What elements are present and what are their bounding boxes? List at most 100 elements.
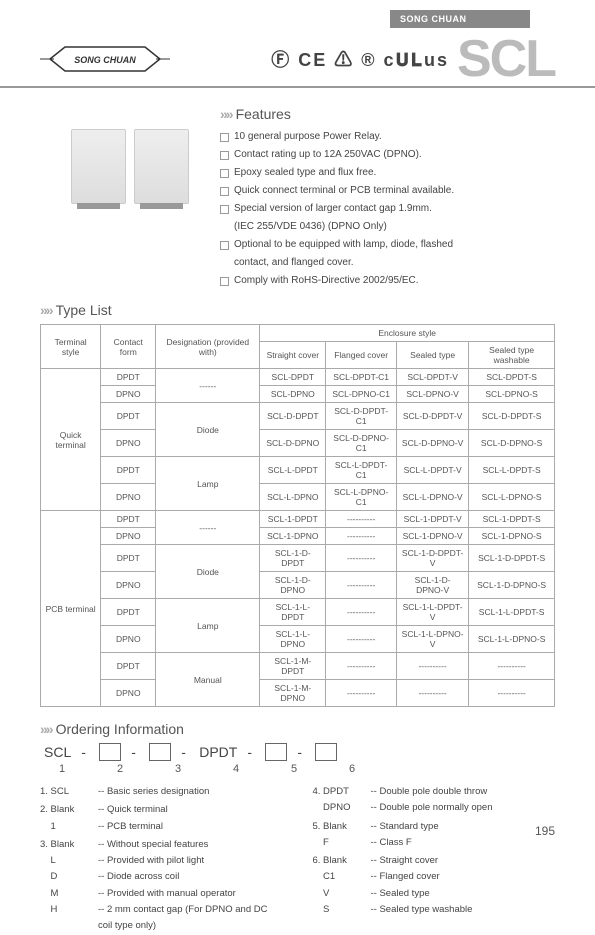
def-val: -- Sealed type washable bbox=[371, 903, 473, 917]
def-key: F bbox=[313, 836, 371, 850]
feature-item: Optional to be equipped with lamp, diode… bbox=[220, 236, 555, 254]
cell-value: ---------- bbox=[396, 653, 468, 680]
code-box bbox=[99, 743, 121, 761]
ordering-def-row: D-- Diode across coil bbox=[40, 870, 283, 884]
cell-contact: DPNO bbox=[101, 680, 156, 707]
table-row: DPDTLampSCL-L-DPDTSCL-L-DPDT-C1SCL-L-DPD… bbox=[41, 457, 555, 484]
th-terminal: Terminal style bbox=[41, 325, 101, 369]
cell-value: SCL-1-M-DPNO bbox=[260, 680, 326, 707]
th-enclosure-col: Flanged cover bbox=[326, 342, 397, 369]
logo-area: SONG CHUAN bbox=[40, 45, 170, 73]
cell-value: SCL-1-L-DPDT-S bbox=[469, 599, 555, 626]
ordering-num bbox=[144, 763, 154, 775]
cell-value: SCL-1-D-DPDT-S bbox=[469, 545, 555, 572]
th-designation: Designation (provided with) bbox=[156, 325, 260, 369]
ordering-def-row: S-- Sealed type washable bbox=[313, 903, 556, 917]
cell-value: SCL-D-DPDT-C1 bbox=[326, 403, 397, 430]
cell-value: SCL-DPNO-V bbox=[396, 386, 468, 403]
ordering-num: 6 bbox=[338, 763, 366, 775]
th-enclosure-col: Straight cover bbox=[260, 342, 326, 369]
cell-value: SCL-D-DPNO bbox=[260, 430, 326, 457]
code-text: - bbox=[181, 744, 189, 760]
table-row: DPDTLampSCL-1-L-DPDT----------SCL-1-L-DP… bbox=[41, 599, 555, 626]
def-key: L bbox=[40, 854, 98, 868]
def-key: 6. Blank bbox=[313, 854, 371, 868]
ordering-def-row: DPNO-- Double pole normally open bbox=[313, 801, 556, 815]
type-list-section: »»Type List Terminal style Contact form … bbox=[40, 302, 555, 707]
brand-logo: SONG CHUAN bbox=[40, 45, 170, 73]
type-list-table: Terminal style Contact form Designation … bbox=[40, 324, 555, 707]
table-row: DPNOSCL-1-DPNO----------SCL-1-DPNO-VSCL-… bbox=[41, 528, 555, 545]
def-key: C1 bbox=[313, 870, 371, 884]
ordering-def-row: 1-- PCB terminal bbox=[40, 820, 283, 834]
ordering-def-row: M-- Provided with manual operator bbox=[40, 887, 283, 901]
def-val: coil type only) bbox=[98, 919, 156, 933]
cell-value: SCL-1-DPNO bbox=[260, 528, 326, 545]
cell-value: ---------- bbox=[469, 680, 555, 707]
def-val: -- Diode across coil bbox=[98, 870, 179, 884]
def-val: -- Standard type bbox=[371, 820, 439, 834]
cell-value: ---------- bbox=[326, 653, 397, 680]
cell-designation: Lamp bbox=[156, 599, 260, 653]
cell-value: ---------- bbox=[326, 528, 397, 545]
cell-terminal: Quick terminal bbox=[41, 369, 101, 511]
page-number: 195 bbox=[535, 824, 555, 838]
feature-item: Quick connect terminal or PCB terminal a… bbox=[220, 182, 555, 200]
cell-value: SCL-D-DPNO-V bbox=[396, 430, 468, 457]
cell-value: SCL-L-DPNO-C1 bbox=[326, 484, 397, 511]
def-key: V bbox=[313, 887, 371, 901]
relay-image-2 bbox=[134, 129, 189, 204]
brand-banner: SONG CHUAN bbox=[390, 10, 530, 28]
def-val: -- Quick terminal bbox=[98, 803, 168, 817]
chevron-icon: »» bbox=[40, 721, 52, 737]
cell-value: SCL-L-DPDT bbox=[260, 457, 326, 484]
code-text: SCL bbox=[44, 744, 71, 760]
def-key bbox=[40, 919, 98, 933]
cell-value: SCL-1-D-DPDT bbox=[260, 545, 326, 572]
ordering-def-row: C1-- Flanged cover bbox=[313, 870, 556, 884]
cell-contact: DPDT bbox=[101, 403, 156, 430]
cell-value: ---------- bbox=[469, 653, 555, 680]
cell-value: SCL-1-L-DPDT bbox=[260, 599, 326, 626]
cell-designation: ------ bbox=[156, 369, 260, 403]
code-text: - bbox=[81, 744, 89, 760]
features-title: »»Features bbox=[220, 106, 555, 122]
cell-terminal: PCB terminal bbox=[41, 511, 101, 707]
cell-contact: DPDT bbox=[101, 653, 156, 680]
def-val: -- Provided with manual operator bbox=[98, 887, 236, 901]
cell-value: SCL-L-DPNO bbox=[260, 484, 326, 511]
def-key: 5. Blank bbox=[313, 820, 371, 834]
cell-contact: DPDT bbox=[101, 599, 156, 626]
table-row: DPNOSCL-DPNOSCL-DPNO-C1SCL-DPNO-VSCL-DPN… bbox=[41, 386, 555, 403]
ordering-def-row: 2. Blank-- Quick terminal bbox=[40, 803, 283, 817]
ordering-def-row: F-- Class F bbox=[313, 836, 556, 850]
cell-value: SCL-L-DPDT-V bbox=[396, 457, 468, 484]
table-row: PCB terminalDPDT------SCL-1-DPDT--------… bbox=[41, 511, 555, 528]
def-val: -- 2 mm contact gap (For DPNO and DC bbox=[98, 903, 267, 917]
svg-text:SONG CHUAN: SONG CHUAN bbox=[74, 55, 136, 65]
cell-value: SCL-1-DPDT bbox=[260, 511, 326, 528]
ordering-defs-right: 4. DPDT-- Double pole double throw DPNO-… bbox=[313, 785, 556, 935]
table-row: DPNOSCL-L-DPNOSCL-L-DPNO-C1SCL-L-DPNO-VS… bbox=[41, 484, 555, 511]
cell-contact: DPNO bbox=[101, 528, 156, 545]
cell-contact: DPDT bbox=[101, 457, 156, 484]
cell-value: SCL-L-DPNO-S bbox=[469, 484, 555, 511]
cell-value: SCL-1-DPDT-V bbox=[396, 511, 468, 528]
code-box bbox=[315, 743, 337, 761]
code-text: DPDT bbox=[199, 744, 237, 760]
ordering-def-row: coil type only) bbox=[40, 919, 283, 933]
def-val: -- Provided with pilot light bbox=[98, 854, 204, 868]
def-val: -- Without special features bbox=[98, 838, 208, 852]
cell-value: ---------- bbox=[326, 572, 397, 599]
ordering-num bbox=[260, 763, 270, 775]
ordering-num bbox=[318, 763, 328, 775]
cell-value: SCL-1-L-DPNO-S bbox=[469, 626, 555, 653]
cell-contact: DPNO bbox=[101, 386, 156, 403]
ordering-num: 2 bbox=[106, 763, 134, 775]
feature-item: 10 general purpose Power Relay. bbox=[220, 128, 555, 146]
ordering-num: 1 bbox=[48, 763, 76, 775]
table-row: DPNOSCL-1-L-DPNO----------SCL-1-L-DPNO-V… bbox=[41, 626, 555, 653]
code-text: - bbox=[297, 744, 305, 760]
cell-value: SCL-1-D-DPNO-S bbox=[469, 572, 555, 599]
table-row: DPNOSCL-1-D-DPNO----------SCL-1-D-DPNO-V… bbox=[41, 572, 555, 599]
